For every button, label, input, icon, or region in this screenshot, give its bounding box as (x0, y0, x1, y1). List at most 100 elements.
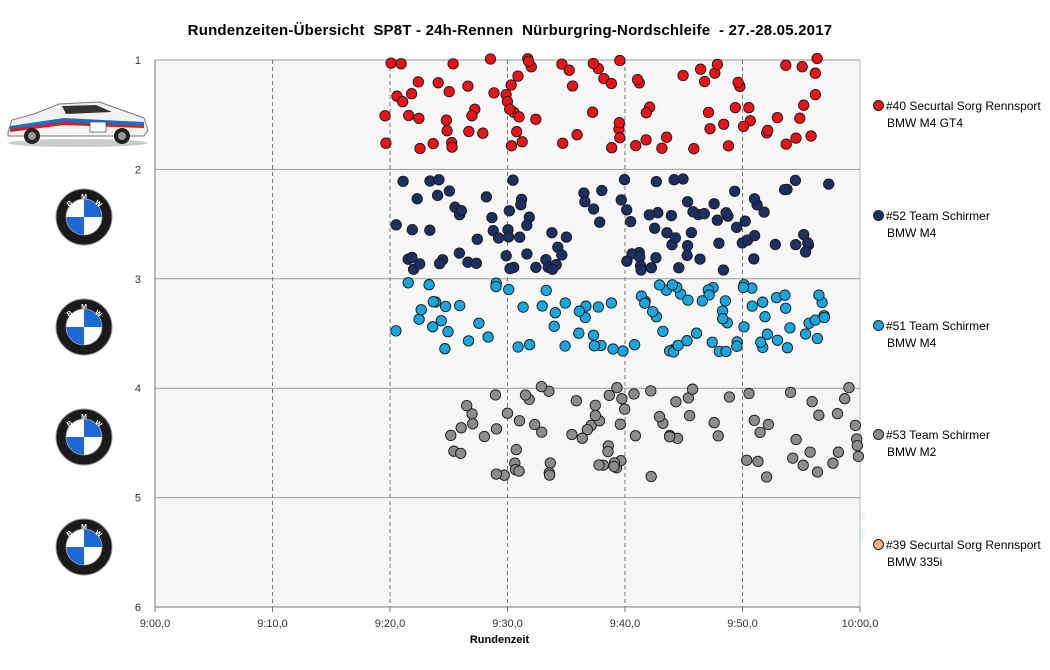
data-point (630, 139, 642, 152)
data-point (603, 389, 615, 402)
bmw-logo-letter: M (81, 194, 87, 201)
data-point (618, 173, 631, 186)
race-car-image (7, 101, 149, 147)
data-point (771, 111, 784, 124)
data-point (480, 191, 493, 203)
data-point (504, 103, 516, 115)
data-point (543, 469, 556, 481)
data-point (530, 261, 542, 274)
data-point (796, 61, 808, 73)
x-tick-label: 9:50,0 (727, 618, 758, 630)
legend-marker (873, 320, 884, 331)
data-point (628, 339, 641, 351)
data-point (619, 403, 631, 415)
data-point (613, 117, 625, 129)
data-point (729, 185, 741, 197)
data-point (780, 59, 792, 71)
data-point (708, 198, 720, 210)
data-point (615, 194, 627, 206)
data-point (748, 193, 761, 205)
data-point (669, 232, 682, 244)
data-point (596, 184, 608, 197)
data-point (513, 465, 525, 477)
data-point (412, 76, 424, 88)
data-point (781, 342, 794, 354)
data-point (535, 380, 548, 393)
data-point (653, 279, 666, 291)
legend-car: BMW M4 (887, 336, 937, 350)
legend-car: BMW 335i (887, 555, 943, 569)
data-point (606, 142, 618, 154)
data-point (696, 295, 708, 307)
bmw-logo-letter: B (66, 530, 74, 539)
x-tick-label: 9:20,0 (375, 618, 406, 630)
data-point (813, 289, 825, 301)
data-point (694, 253, 706, 265)
data-point (625, 215, 637, 228)
axes: 1 2 3 4 5 6 9:00,0 9:10,0 9:20,0 9:30,0 9:40,0 9:50… (135, 55, 878, 646)
data-point (794, 112, 806, 124)
data-point (653, 410, 666, 423)
data-point (462, 80, 474, 92)
data-point (455, 447, 467, 460)
data-point (702, 106, 715, 119)
data-point (406, 251, 418, 264)
data-point (720, 207, 732, 219)
data-point (790, 433, 802, 446)
data-point (427, 321, 439, 333)
data-point (473, 317, 485, 329)
data-point (397, 96, 409, 108)
data-point (503, 205, 515, 217)
data-point (529, 418, 541, 431)
data-point (467, 418, 479, 430)
data-point (743, 387, 755, 400)
data-point (787, 452, 799, 464)
data-point (513, 415, 526, 427)
data-point (536, 300, 548, 312)
data-point (439, 343, 451, 355)
data-point (536, 426, 548, 438)
data-point (427, 137, 439, 150)
series-3 (445, 380, 865, 483)
data-point (681, 196, 694, 208)
data-point (513, 111, 525, 123)
data-point (586, 106, 599, 118)
data-point (698, 208, 710, 220)
data-point (455, 205, 468, 217)
data-point (748, 253, 760, 265)
data-point (708, 417, 720, 429)
data-point (677, 173, 689, 185)
data-point (666, 279, 679, 291)
data-point (523, 339, 536, 351)
data-point (802, 237, 814, 249)
y-tick-label: 2 (135, 164, 141, 176)
data-point (556, 58, 568, 70)
data-point (511, 126, 523, 138)
data-point (621, 204, 633, 216)
data-point (478, 430, 491, 443)
data-point (645, 262, 658, 274)
data-point (544, 457, 556, 469)
bmw-logo-letter: W (93, 199, 103, 209)
legend-car: BMW M4 (887, 226, 937, 240)
data-point (688, 143, 700, 155)
data-point (831, 407, 844, 420)
data-point (698, 75, 711, 88)
bmw-logo-icon: BMW (55, 188, 113, 246)
data-point (681, 249, 693, 262)
data-point (685, 226, 698, 239)
data-point (432, 77, 444, 89)
data-point (490, 280, 502, 293)
data-point (813, 409, 825, 421)
data-point (811, 466, 824, 478)
legend-marker (873, 210, 884, 221)
data-point (789, 174, 802, 187)
data-point (588, 340, 600, 352)
data-point (540, 284, 552, 297)
data-point (720, 345, 732, 358)
data-point (439, 300, 452, 313)
data-point (395, 58, 407, 70)
data-point (559, 340, 571, 352)
data-point (492, 232, 505, 244)
data-point (722, 140, 735, 152)
